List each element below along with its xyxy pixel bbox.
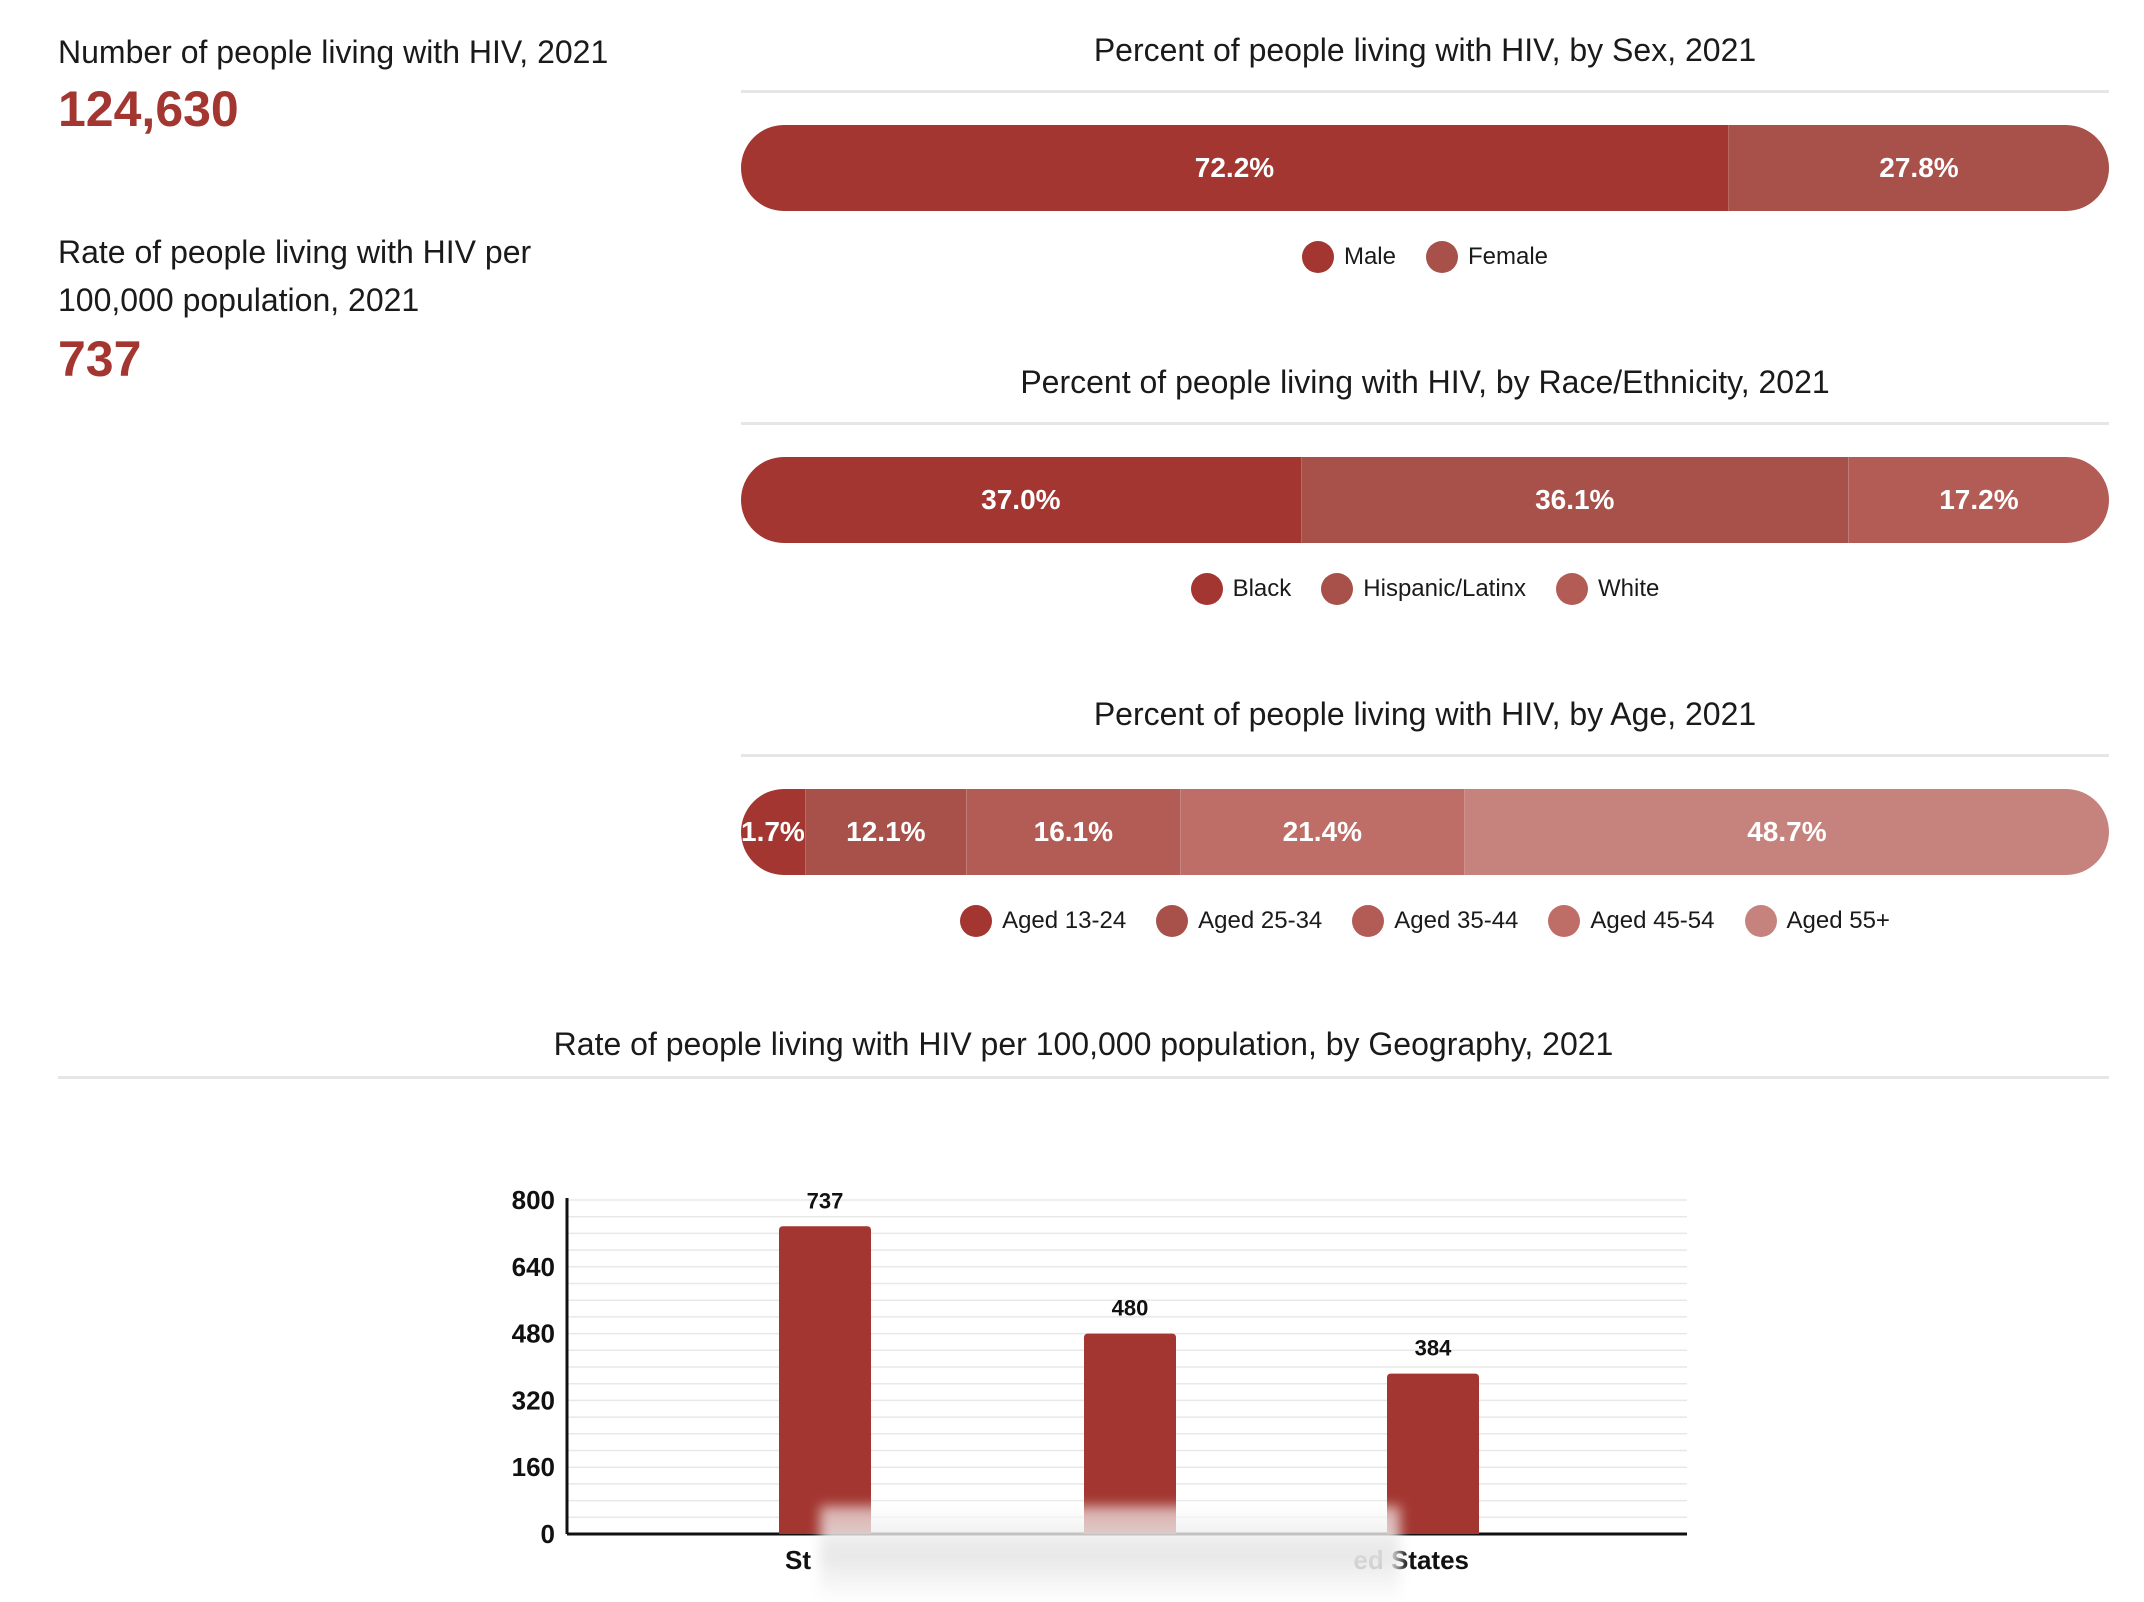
race-panel: Percent of people living with HIV, by Ra… [741,362,2109,605]
blurred-overlay [820,1506,1400,1602]
bar-segment-black[interactable]: 37.0% [741,457,1302,543]
age-panel: Percent of people living with HIV, by Ag… [741,694,2109,937]
y-tick-label: 800 [512,1185,555,1215]
legend-item-aged-45-54[interactable]: Aged 45-54 [1548,905,1715,937]
bar [779,1226,871,1534]
legend-label: Female [1468,243,1549,270]
legend-item-female[interactable]: Female [1426,241,1548,273]
y-tick-label: 160 [512,1452,555,1482]
legend-label: Hispanic/Latinx [1363,575,1527,602]
legend-item-male[interactable]: Male [1301,241,1396,273]
legend-swatch-icon [960,905,993,937]
bar-segment-male[interactable]: 72.2% [741,125,1729,211]
legend-item-aged-35-44[interactable]: Aged 35-44 [1352,905,1518,937]
x-tick-label: St [785,1545,811,1575]
bar-segment-aged-35-44[interactable]: 16.1% [966,789,1181,875]
title-divider [741,422,2109,425]
geo-divider [58,1076,2109,1079]
chart-title: Percent of people living with HIV, by Ra… [1020,364,1830,400]
legend-label: White [1598,575,1660,602]
data-label: 384 [1415,1336,1452,1361]
stacked-bar: 37.0% 36.1% 17.2% [741,457,2109,543]
bar [1387,1373,1479,1534]
legend-swatch-icon [1352,905,1385,937]
legend-item-aged-13-24[interactable]: Aged 13-24 [960,905,1126,937]
y-tick-label: 320 [512,1385,555,1415]
legend-item-aged-25-34[interactable]: Aged 25-34 [1156,905,1322,937]
bar-segment-aged-45-54[interactable]: 21.4% [1180,789,1465,875]
y-tick-label: 480 [512,1319,555,1349]
bar-segment-aged-55[interactable]: 48.7% [1464,789,2109,875]
stacked-bar: 72.2% 27.8% [741,125,2109,211]
bar [1084,1333,1176,1534]
legend-label: Black [1232,575,1292,602]
legend-swatch-icon [1190,573,1223,605]
legend-swatch-icon [1744,905,1777,937]
legend-item-white[interactable]: White [1556,573,1659,605]
bar-segment-hispanic-latinx[interactable]: 36.1% [1301,457,1849,543]
rate-label-line1: Rate of people living with HIV per [58,234,532,270]
legend-swatch-icon [1156,905,1189,937]
legend: Male Female [741,241,2109,273]
legend-label: Aged 35-44 [1394,907,1519,934]
bar-segment-female[interactable]: 27.8% [1728,125,2109,211]
legend-swatch-icon [1548,905,1581,937]
legend-swatch-icon [1321,573,1354,605]
legend-item-hispanic-latinx[interactable]: Hispanic/Latinx [1321,573,1526,605]
legend-item-aged-55[interactable]: Aged 55+ [1744,905,1890,937]
bar-segment-aged-25-34[interactable]: 12.1% [805,789,967,875]
legend-label: Male [1343,243,1396,270]
rate-value: 737 [58,331,142,387]
count-label: Number of people living with HIV, 2021 [58,34,609,70]
rate-label-line2: 100,000 population, 2021 [58,282,420,318]
chart-title: Percent of people living with HIV, by Se… [1093,32,1757,68]
bar-segment-aged-13-24[interactable]: 1.7% [741,789,806,875]
y-tick-label: 640 [512,1252,555,1282]
legend-label: Aged 55+ [1786,907,1890,934]
legend-label: Aged 13-24 [1002,907,1127,934]
legend-label: Aged 45-54 [1590,907,1715,934]
y-tick-label: 0 [541,1519,555,1549]
data-label: 737 [807,1188,844,1213]
stacked-bar: 1.7% 12.1% 16.1% 21.4% 48.7% [741,789,2109,875]
geo-chart-title: Rate of people living with HIV per 100,0… [553,1026,1614,1062]
title-divider [741,754,2109,757]
legend-item-black[interactable]: Black [1190,573,1292,605]
legend-swatch-icon [1426,241,1458,273]
sex-panel: Percent of people living with HIV, by Se… [741,30,2109,273]
data-label: 480 [1112,1296,1149,1321]
title-divider [741,90,2109,93]
legend-swatch-icon [1556,573,1589,605]
count-value: 124,630 [58,81,239,137]
legend: Black Hispanic/Latinx White [741,573,2109,605]
legend-swatch-icon [1301,241,1334,273]
chart-title: Percent of people living with HIV, by Ag… [1093,696,1757,732]
legend: Aged 13-24 Aged 25-34 Aged 35-44 Aged 45-54… [741,905,2109,937]
legend-label: Aged 25-34 [1198,907,1323,934]
bar-segment-white[interactable]: 17.2% [1848,457,2109,543]
